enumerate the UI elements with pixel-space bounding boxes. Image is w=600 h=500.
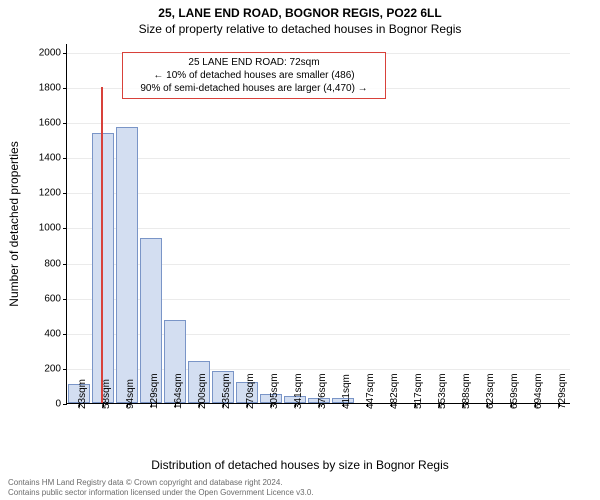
x-tick-label: 553sqm (437, 373, 448, 409)
y-tick-label: 600 (44, 293, 67, 304)
x-axis-label: Distribution of detached houses by size … (0, 458, 600, 472)
x-tick-label: 623sqm (485, 373, 496, 409)
x-tick-label: 200sqm (197, 373, 208, 409)
x-tick-label: 729sqm (557, 373, 568, 409)
x-tick-label: 482sqm (389, 373, 400, 409)
grid-line (67, 193, 570, 194)
x-tick-label: 376sqm (317, 373, 328, 409)
property-marker-line (101, 87, 103, 403)
plot-zone: 020040060080010001200140016001800200023s… (66, 44, 570, 404)
y-tick-label: 1600 (39, 118, 67, 129)
chart-subtitle: Size of property relative to detached ho… (0, 20, 600, 36)
x-tick-label: 270sqm (245, 373, 256, 409)
x-tick-label: 305sqm (269, 373, 280, 409)
annotation-box: 25 LANE END ROAD: 72sqm ← 10% of detache… (122, 52, 386, 99)
y-tick-label: 800 (44, 258, 67, 269)
x-tick-label: 341sqm (293, 373, 304, 409)
footer-attribution: Contains HM Land Registry data © Crown c… (8, 478, 314, 498)
x-tick-label: 58sqm (101, 379, 112, 409)
y-tick-label: 400 (44, 328, 67, 339)
chart-container: 25, LANE END ROAD, BOGNOR REGIS, PO22 6L… (0, 0, 600, 500)
footer-line-1: Contains HM Land Registry data © Crown c… (8, 478, 314, 488)
x-tick-label: 659sqm (509, 373, 520, 409)
x-tick-label: 23sqm (77, 379, 88, 409)
histogram-bar (92, 133, 114, 403)
x-tick-label: 517sqm (413, 373, 424, 409)
grid-line (67, 158, 570, 159)
x-tick-label: 588sqm (461, 373, 472, 409)
y-tick-label: 1200 (39, 188, 67, 199)
x-tick-label: 447sqm (365, 373, 376, 409)
y-tick-label: 2000 (39, 47, 67, 58)
histogram-bar (116, 127, 138, 403)
annotation-line-3: 90% of semi-detached houses are larger (… (129, 82, 379, 95)
x-tick-label: 411sqm (341, 374, 352, 409)
y-tick-label: 1800 (39, 82, 67, 93)
annotation-line-2: ← 10% of detached houses are smaller (48… (129, 69, 379, 82)
y-tick-label: 0 (55, 399, 67, 410)
grid-line (67, 123, 570, 124)
footer-line-2: Contains public sector information licen… (8, 488, 314, 498)
grid-line (67, 228, 570, 229)
x-tick-label: 694sqm (533, 373, 544, 409)
annotation-line-1: 25 LANE END ROAD: 72sqm (129, 56, 379, 69)
x-tick-label: 235sqm (221, 373, 232, 409)
x-tick-label: 164sqm (173, 373, 184, 409)
y-tick-label: 1000 (39, 223, 67, 234)
chart-title: 25, LANE END ROAD, BOGNOR REGIS, PO22 6L… (0, 0, 600, 20)
x-tick-label: 94sqm (125, 379, 136, 409)
y-tick-label: 1400 (39, 153, 67, 164)
x-tick-label: 129sqm (149, 373, 160, 409)
y-tick-label: 200 (44, 363, 67, 374)
y-axis-label: Number of detached properties (7, 141, 21, 306)
